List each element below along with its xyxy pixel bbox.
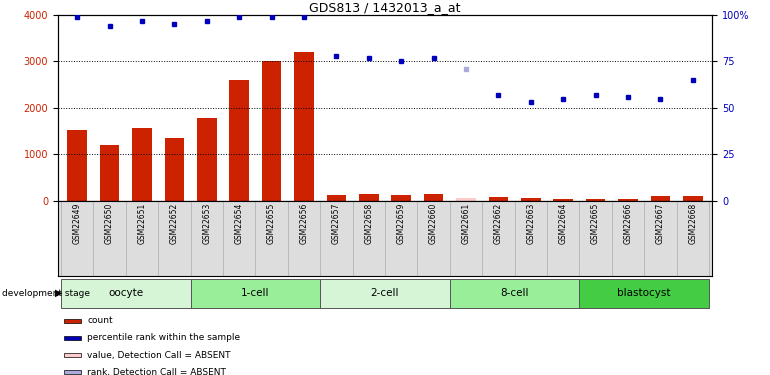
Text: GSM22652: GSM22652 [170,203,179,244]
Text: GSM22649: GSM22649 [72,203,82,244]
Text: development stage: development stage [2,289,90,298]
Bar [229,80,249,201]
Bar [618,199,638,201]
Text: blastocyst: blastocyst [618,288,671,298]
Bar [132,128,152,201]
Bar [457,198,476,201]
Text: GSM22660: GSM22660 [429,203,438,244]
Title: GDS813 / 1432013_a_at: GDS813 / 1432013_a_at [310,1,460,14]
Bar [61,279,191,308]
Text: 2-cell: 2-cell [370,288,400,298]
Text: 1-cell: 1-cell [241,288,270,298]
Bar [65,353,81,357]
Bar [68,130,87,201]
Bar [554,199,573,201]
Bar [651,196,670,201]
Text: value, Detection Call = ABSENT: value, Detection Call = ABSENT [87,351,231,360]
Text: GSM22665: GSM22665 [591,203,600,244]
Bar [489,197,508,201]
Bar [391,195,411,201]
Text: count: count [87,316,113,325]
Text: GSM22653: GSM22653 [203,203,211,244]
Text: GSM22667: GSM22667 [656,203,665,244]
Text: GSM22658: GSM22658 [364,203,373,244]
Text: GSM22654: GSM22654 [235,203,243,244]
Bar [424,194,444,201]
Bar [320,279,450,308]
Bar [165,138,184,201]
Text: GSM22664: GSM22664 [559,203,567,244]
Text: oocyte: oocyte [109,288,143,298]
Bar [100,146,119,201]
Text: GSM22663: GSM22663 [527,203,535,244]
Bar [294,52,313,201]
Bar [262,61,281,201]
Text: GSM22656: GSM22656 [300,203,309,244]
Bar [326,195,347,201]
Bar [450,279,579,308]
Bar [65,336,81,340]
Bar [359,194,379,201]
Text: GSM22662: GSM22662 [494,203,503,244]
Text: GSM22659: GSM22659 [397,203,406,244]
Text: GSM22657: GSM22657 [332,203,341,244]
Bar [191,279,320,308]
Bar [683,196,702,201]
Text: ▶: ▶ [55,288,63,298]
Text: percentile rank within the sample: percentile rank within the sample [87,333,240,342]
Text: GSM22661: GSM22661 [461,203,470,244]
Bar [197,118,216,201]
Bar [521,198,541,201]
Bar [586,200,605,201]
Text: rank, Detection Call = ABSENT: rank, Detection Call = ABSENT [87,368,226,375]
Text: GSM22666: GSM22666 [624,203,632,244]
Text: GSM22655: GSM22655 [267,203,276,244]
Text: GSM22651: GSM22651 [138,203,146,244]
Bar [579,279,709,308]
Bar [65,370,81,374]
Text: GSM22668: GSM22668 [688,203,698,244]
Text: GSM22650: GSM22650 [105,203,114,244]
Text: 8-cell: 8-cell [500,288,529,298]
Bar [65,319,81,323]
